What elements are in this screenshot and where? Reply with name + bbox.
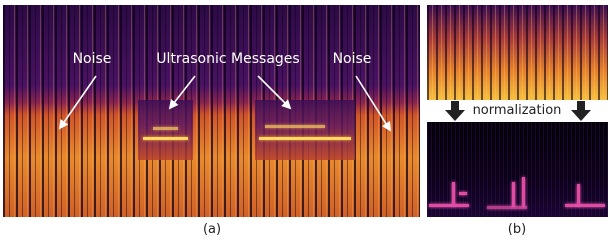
figure: Noise Ultrasonic Messages Noise normaliz… — [0, 0, 610, 240]
caption: (b) — [508, 222, 526, 237]
label: normalization — [471, 103, 564, 118]
annotations — [0, 0, 610, 240]
arrow — [60, 76, 96, 128]
arrow — [170, 76, 195, 108]
label: Noise — [73, 51, 112, 67]
caption: (a) — [203, 222, 221, 237]
arrow — [356, 76, 390, 130]
label: Noise — [333, 51, 372, 67]
label: Ultrasonic Messages — [156, 51, 299, 67]
arrow — [258, 76, 290, 108]
